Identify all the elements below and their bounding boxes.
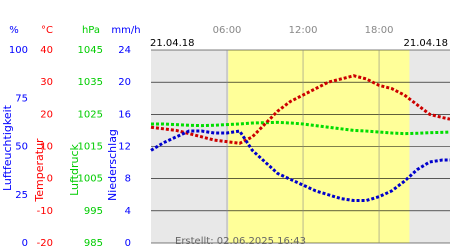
y-tick-label: 24: [118, 45, 131, 56]
y-tick-label: 10: [40, 142, 53, 153]
y-tick-label: 985: [84, 238, 103, 249]
y-tick-label: 0: [125, 238, 131, 249]
axis-title: Niederschlag: [106, 129, 119, 201]
y-tick-label: 995: [84, 206, 103, 217]
unit-label: hPa: [82, 25, 100, 36]
y-tick-label: 20: [40, 109, 53, 120]
y-tick-label: 16: [118, 109, 131, 120]
y-tick-label: 8: [125, 174, 131, 185]
date-end: 21.04.18: [403, 38, 448, 49]
footer: Erstellt: 02.06.2025 16:43: [175, 236, 306, 247]
x-tick-label: 12:00: [289, 25, 318, 36]
y-tick-label: 1025: [78, 109, 103, 120]
unit-label: °C: [41, 25, 53, 36]
axis-title: Temperatur: [33, 138, 46, 203]
y-tick-label: 50: [15, 142, 28, 153]
data-line: [150, 129, 450, 203]
x-tick-label: 18:00: [365, 25, 394, 36]
y-tick-label: 25: [15, 190, 28, 201]
y-tick-label: -20: [37, 238, 53, 249]
data-line: [150, 74, 450, 145]
y-tick-label: 1015: [78, 142, 103, 153]
y-tick-label: 1035: [78, 77, 103, 88]
y-tick-label: 1045: [78, 45, 103, 56]
date-start: 21.04.18: [150, 38, 195, 49]
y-tick-label: 4: [125, 206, 131, 217]
y-tick-label: 12: [118, 142, 131, 153]
unit-label: %: [9, 25, 19, 36]
y-tick-label: 100: [9, 45, 28, 56]
x-tick-label: 06:00: [213, 25, 242, 36]
y-tick-label: 75: [15, 93, 28, 104]
y-tick-label: 30: [40, 77, 53, 88]
data-line: [151, 120, 450, 136]
axis-title: Luftdruck: [68, 143, 81, 195]
y-tick-label: 0: [22, 238, 28, 249]
y-tick-label: 20: [118, 77, 131, 88]
unit-label: mm/h: [111, 25, 140, 36]
axis-title: Luftfeuchtigkeit: [1, 104, 14, 191]
y-tick-label: 40: [40, 45, 53, 56]
y-tick-label: 1005: [78, 174, 103, 185]
y-tick-label: 0: [47, 174, 53, 185]
y-tick-label: -10: [37, 206, 53, 217]
